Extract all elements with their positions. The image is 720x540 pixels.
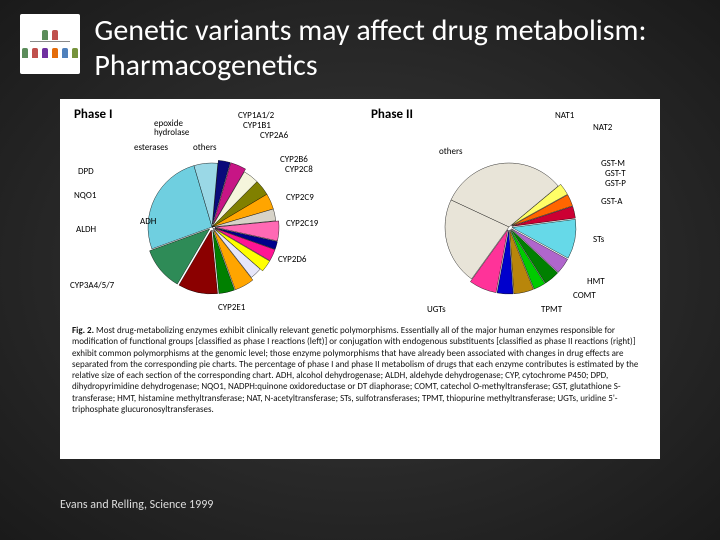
pedigree-figure-icon <box>72 48 78 58</box>
pedigree-figure-icon <box>42 48 48 58</box>
phase1-label: Phase I <box>74 107 112 122</box>
phase2-chart-column: Phase II NAT2NAT1GST-MGST-TGST-PGST-ASTs… <box>365 107 652 319</box>
slice-label: DPD <box>78 167 94 176</box>
slice-label: ADH <box>140 217 156 226</box>
slide-title: Genetic variants may affect drug metabol… <box>94 14 700 83</box>
slice-label: UGTs <box>427 305 446 314</box>
phase1-pie <box>132 147 292 307</box>
pedigree-figure-icon <box>22 48 28 58</box>
pedigree-figure-icon <box>52 30 58 40</box>
slice-label: NAT2 <box>593 123 612 132</box>
slice-label: COMT <box>573 291 596 300</box>
pedigree-figure-icon <box>42 30 48 40</box>
caption-lead: Fig. 2. <box>72 325 94 336</box>
slice-label: HMT <box>587 277 605 286</box>
slice-label: ALDH <box>76 225 96 234</box>
slide-header: Genetic variants may affect drug metabol… <box>0 0 720 93</box>
pedigree-tree-icon <box>22 30 78 58</box>
slice-label: epoxidehydrolase <box>154 119 189 138</box>
phase2-pie <box>429 147 589 307</box>
phase1-chart-column: Phase I CYP1A1/2CYP1B1CYP2A6CYP2B6CYP2C8… <box>68 107 355 319</box>
slice-label: others <box>193 143 216 152</box>
phase2-label: Phase II <box>371 107 413 122</box>
slice-label: GST-A <box>601 197 622 206</box>
slice-label: STs <box>593 235 604 244</box>
slice-label: TPMT <box>541 305 562 314</box>
figure-caption: Fig. 2. Most drug-metabolizing enzymes e… <box>60 319 660 423</box>
pedigree-figure-icon <box>52 48 58 58</box>
slice-label: CYP2C19 <box>286 219 318 228</box>
citation: Evans and Relling, Science 1999 <box>60 498 213 512</box>
slice-label: CYP2D6 <box>278 255 307 264</box>
caption-body: Most drug-metabolizing enzymes exhibit c… <box>72 325 638 415</box>
pedigree-figure-icon <box>62 48 68 58</box>
slice-label: esterases <box>134 143 168 152</box>
slice-label: NAT1 <box>555 111 574 120</box>
figure-panel: Phase I CYP1A1/2CYP1B1CYP2A6CYP2B6CYP2C8… <box>60 99 660 459</box>
slice-label: CYP2C9 <box>286 193 314 202</box>
slice-label: CYP3A4/5/7 <box>70 281 114 290</box>
slice-label: CYP2E1 <box>218 303 245 312</box>
slice-label: GST-P <box>605 179 626 188</box>
slice-label: CYP2A6 <box>260 131 288 140</box>
slice-label: others <box>439 147 462 156</box>
slice-label: CYP2C8 <box>285 165 313 174</box>
pedigree-thumbnail <box>20 14 80 74</box>
pedigree-figure-icon <box>32 48 38 58</box>
slice-label: NQO1 <box>74 191 96 200</box>
